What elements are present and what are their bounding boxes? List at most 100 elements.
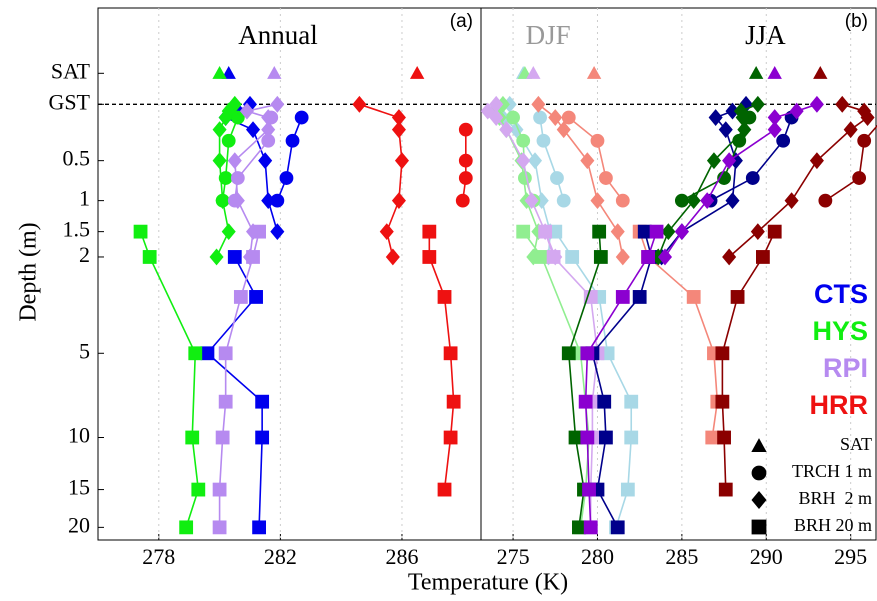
marker-square — [538, 224, 553, 239]
marker-diamond — [391, 121, 406, 139]
marker-circle — [615, 193, 630, 208]
marker-triangle — [409, 65, 425, 79]
marker-square — [133, 224, 148, 239]
marker-square — [255, 394, 270, 409]
marker-diamond — [385, 248, 400, 266]
profile-line — [139, 231, 200, 528]
marker-circle — [599, 171, 613, 185]
marker-square — [191, 482, 206, 497]
marker-square — [212, 482, 227, 497]
marker-square — [255, 430, 270, 445]
marker-diamond — [509, 121, 524, 139]
marker-circle — [458, 153, 473, 168]
marker-diamond — [809, 152, 824, 170]
marker-square — [599, 430, 613, 445]
marker-diamond — [718, 121, 733, 139]
marker-circle — [776, 133, 791, 148]
marker-diamond — [218, 109, 233, 126]
marker-diamond — [261, 192, 276, 210]
marker-circle — [458, 122, 473, 137]
legend-marker — [751, 490, 767, 510]
marker-square — [252, 520, 267, 535]
marker-square — [615, 290, 630, 304]
panel-title: DJF — [526, 20, 571, 50]
marker-square — [565, 250, 580, 264]
marker-diamond — [524, 192, 539, 210]
y-tick-label: GST — [48, 89, 90, 114]
marker-diamond — [499, 121, 514, 139]
marker-diamond — [527, 152, 543, 170]
panel-title: Annual — [238, 20, 317, 50]
marker-diamond — [516, 152, 531, 170]
marker-square — [516, 224, 531, 239]
legend-label: TRCH 1 m — [792, 461, 872, 481]
marker-diamond — [657, 248, 673, 266]
marker-square — [188, 346, 203, 361]
marker-diamond — [221, 223, 236, 241]
profile-line — [824, 124, 877, 202]
marker-diamond — [767, 121, 782, 139]
marker-diamond — [809, 95, 824, 113]
marker-diamond — [391, 192, 406, 210]
marker-square — [583, 290, 598, 304]
marker-square — [624, 394, 639, 409]
marker-triangle — [267, 65, 282, 79]
marker-square — [179, 520, 194, 535]
marker-square — [767, 224, 782, 239]
profile-line — [721, 231, 776, 490]
marker-diamond — [548, 109, 563, 126]
marker-square — [437, 482, 452, 497]
marker-diamond — [580, 152, 595, 170]
legend-marker — [751, 519, 767, 535]
marker-circle — [516, 133, 531, 148]
profile-line — [539, 117, 565, 201]
marker-square — [756, 250, 770, 264]
plot-frame — [97, 7, 482, 541]
marker-circle — [857, 133, 872, 148]
marker-diamond — [708, 109, 723, 126]
x-tick-label: 280 — [581, 544, 614, 569]
marker-square — [593, 250, 608, 264]
marker-square — [534, 250, 549, 264]
marker-diamond — [212, 121, 227, 139]
marker-circle — [221, 133, 236, 148]
panel-label: (b) — [845, 11, 868, 32]
marker-square — [446, 394, 461, 409]
legend-station: RPI — [823, 353, 868, 383]
marker-square — [637, 224, 652, 239]
marker-triangle — [586, 65, 602, 79]
marker-diamond — [215, 192, 230, 210]
marker-diamond — [610, 223, 625, 241]
marker-diamond — [789, 102, 804, 120]
x-axis-label: Temperature (K) — [408, 570, 568, 596]
marker-diamond — [674, 223, 689, 241]
marker-diamond — [489, 109, 504, 126]
marker-square — [582, 482, 596, 497]
legend-label: BRH 2 m — [798, 488, 872, 508]
marker-circle — [279, 171, 294, 185]
marker-square — [218, 394, 233, 409]
x-tick-label: 282 — [264, 544, 297, 569]
marker-diamond — [661, 223, 676, 241]
panel-title: JJA — [745, 20, 786, 50]
legend-station: HYS — [812, 316, 868, 346]
marker-diamond — [239, 102, 254, 120]
marker-square — [422, 224, 437, 239]
marker-square — [610, 520, 625, 535]
marker-square — [200, 346, 215, 361]
marker-circle — [556, 193, 571, 208]
marker-diamond — [686, 192, 701, 210]
marker-diamond — [270, 95, 285, 113]
marker-circle — [458, 171, 473, 185]
marker-square — [649, 224, 664, 239]
marker-diamond — [860, 109, 875, 126]
profile-line — [710, 117, 793, 202]
marker-diamond — [531, 95, 546, 113]
marker-circle — [674, 193, 689, 208]
marker-diamond — [843, 121, 858, 139]
marker-diamond — [230, 192, 245, 210]
marker-triangle — [221, 65, 236, 79]
marker-circle — [745, 171, 760, 185]
marker-square — [620, 482, 635, 497]
x-tick-label: 275 — [497, 544, 530, 569]
